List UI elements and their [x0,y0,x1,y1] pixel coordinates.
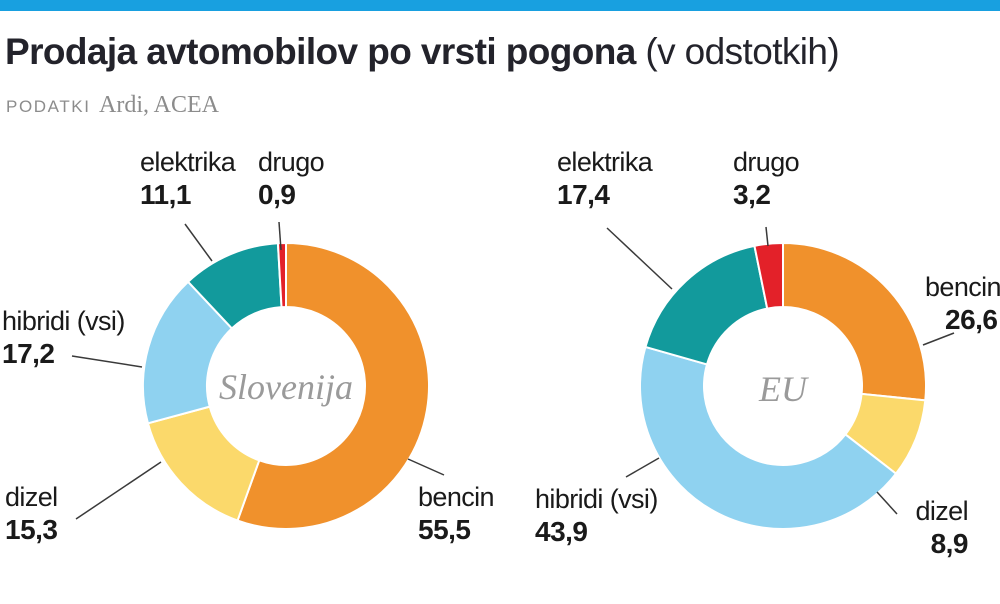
callout-line-eu-dizel [876,491,898,515]
slice-value: 15,3 [5,514,58,545]
label-eu-elektrika: elektrika 17,4 [557,146,653,212]
source-value: Ardi, ACEA [99,92,220,118]
donut-slice-eu-drugo [753,241,784,310]
callout-line-eu-hibridi [625,457,660,478]
callout-line-eu-bencin [922,332,955,346]
label-si-hibridi: hibridi (vsi) 17,2 [2,305,125,371]
slice-category: dizel [915,496,968,526]
label-eu-dizel: dizel 8,9 [902,495,968,561]
callout-line-si-bencin [407,458,445,476]
page-title: Prodaja avtomobilov po vrsti pogona (v o… [5,28,840,76]
donut-slice-slovenija-dizel [146,405,261,522]
slice-category: bencin [925,272,1000,302]
donut-slices-group [142,241,927,530]
callout-line-si-hibridi [71,355,143,368]
slice-value: 8,9 [930,528,969,559]
source-label: PODATKI [6,97,91,116]
slice-category: dizel [5,482,58,512]
top-accent-bar [0,0,1000,11]
label-si-dizel: dizel 15,3 [5,481,58,547]
donut-slice-slovenija-bencin [236,241,430,530]
slice-value: 17,2 [2,338,55,369]
label-si-bencin: bencin 55,5 [418,481,495,547]
slice-category: drugo [258,147,325,177]
callout-line-si-drugo [278,221,282,251]
donut-slice-eu-bencin [782,241,927,402]
slice-value: 17,4 [557,179,610,210]
slice-value: 43,9 [535,516,588,547]
slice-value: 11,1 [140,179,191,210]
callout-line-eu-elektrika [606,227,673,290]
slice-value: 3,2 [733,179,771,210]
donut-slice-eu-elektrika [644,244,769,366]
source-line: PODATKI Ardi, ACEA [6,92,219,119]
label-si-elektrika: elektrika 11,1 [140,146,236,212]
slice-category: hibridi (vsi) [535,484,658,514]
page-title-light: (v odstotkih) [635,31,840,72]
label-si-drugo: drugo 0,9 [258,146,325,212]
callout-line-eu-drugo [765,226,769,247]
slice-value: 26,6 [945,304,998,335]
label-eu-hibridi: hibridi (vsi) 43,9 [535,483,658,549]
slice-category: drugo [733,147,800,177]
callout-line-si-dizel [75,461,162,520]
callout-line-si-elektrika [184,223,213,262]
slice-value: 55,5 [418,514,471,545]
label-eu-drugo: drugo 3,2 [733,146,800,212]
callout-lines-group [71,221,955,520]
slice-category: elektrika [557,147,653,177]
slice-category: elektrika [140,147,236,177]
slice-value: 0,9 [258,179,296,210]
label-eu-bencin: bencin 26,6 [925,271,1000,337]
donut-slice-eu-hibridivsi [639,345,898,530]
slice-category: bencin [418,482,495,512]
slice-category: hibridi (vsi) [2,306,125,336]
page-title-bold: Prodaja avtomobilov po vrsti pogona [5,31,636,72]
